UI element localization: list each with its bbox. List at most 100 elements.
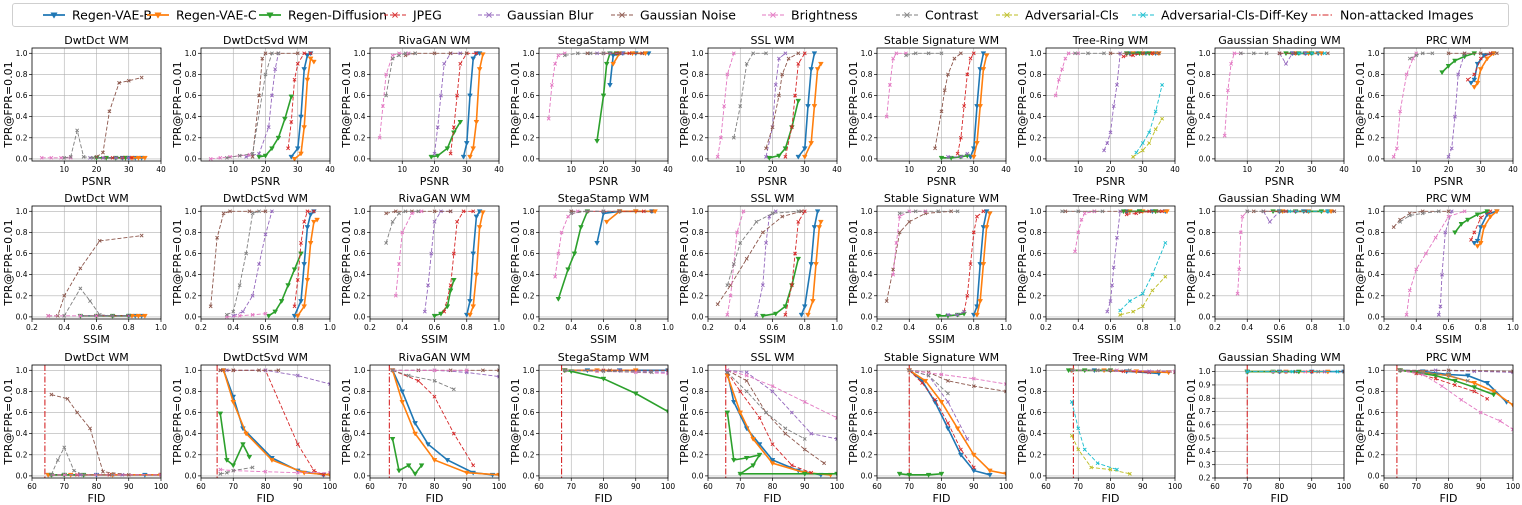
data-point [1076,209,1081,214]
data-point [1440,272,1444,277]
data-point [926,373,931,378]
data-point [295,470,300,475]
x-tick-label: 100 [830,482,845,491]
data-point [933,397,937,402]
series-line [226,369,330,385]
data-point [1325,51,1330,56]
data-point [1471,85,1478,90]
data-point [764,51,768,56]
data-point [802,51,807,56]
data-point [101,150,105,155]
data-point [1277,51,1282,56]
data-point [553,61,558,66]
data-point [304,225,311,231]
data-point [1494,51,1499,56]
data-point [59,155,63,160]
data-point [1095,461,1100,466]
data-point [68,155,73,160]
x-tick-label: 1.0 [1169,323,1181,332]
x-tick-label: 0.2 [702,323,714,332]
data-point [722,104,727,109]
x-tick-label: 30 [293,165,303,174]
x-tick-label: 70 [735,482,745,491]
data-point [262,153,269,159]
data-point [744,378,749,383]
x-axis-label: FID [1270,492,1288,505]
data-point [894,51,899,56]
y-tick-label: 0.6 [16,249,28,258]
data-point [555,297,562,302]
data-point [217,411,224,417]
data-point [780,214,785,219]
data-point [410,211,414,216]
y-tick-label: 0.6 [1368,249,1380,258]
data-point [1332,209,1337,214]
data-point [789,410,794,415]
series-line [219,413,251,467]
data-point [1494,209,1500,215]
data-point [439,93,443,98]
data-point [1147,369,1152,374]
x-axis-label: SSIM [1435,333,1462,346]
y-tick-label: 0.4 [1199,270,1211,279]
data-point [473,272,480,278]
data-point [946,312,950,317]
series-group [724,368,837,478]
data-point [569,211,574,216]
data-point [968,262,973,267]
data-point [1490,389,1497,395]
data-point [1488,51,1493,56]
x-tick-label: 90 [631,482,641,491]
data-point [1245,209,1250,214]
data-point [1436,209,1441,214]
data-point [461,209,466,214]
y-axis-label: TPR@FPR=0.01 [171,61,184,148]
x-axis-label: PSNR [251,175,281,188]
panel: 0.2 0.4 0.6 0.8 1.0 0.0 0.2 0.4 0.6 0.8 1.0 DwtDct … [2,192,167,346]
data-point [448,368,453,373]
data-point [270,93,274,98]
y-tick-label: 1.0 [16,366,28,375]
series-line [727,372,812,474]
series-line [886,52,906,117]
series-line [1393,53,1417,157]
data-point [652,209,658,215]
data-point [1127,299,1132,303]
x-tick-label: 30 [1307,165,1317,174]
data-point [731,51,736,56]
data-point [301,67,308,73]
data-point [126,78,131,83]
data-point [1462,51,1467,56]
data-point [442,61,447,66]
legend-marker [1140,12,1146,18]
data-point [278,299,285,304]
data-point [1484,381,1491,386]
y-tick-label: 1.0 [16,49,28,58]
data-point [1488,209,1493,214]
x-tick-label: 0.6 [260,323,272,332]
data-point [642,51,649,57]
data-point [1160,209,1165,214]
data-point [922,378,929,384]
panel-title: DwtDctSvd WM [223,351,308,364]
series-group [715,51,824,161]
series-line [1055,52,1079,96]
series-line [287,52,311,149]
data-point [257,93,261,98]
data-point [975,214,979,219]
data-point [1160,116,1165,121]
y-tick-label: 0.2 [1199,133,1211,142]
y-tick-label: 0.6 [185,91,197,100]
series-line [564,369,668,413]
data-point [1424,251,1428,256]
data-point [1474,244,1481,250]
y-tick-label: 0.2 [354,133,366,142]
y-tick-label: 1.0 [1368,49,1380,58]
x-tick-label: 10 [904,165,914,174]
data-point [403,209,408,214]
grid [538,206,669,319]
data-point [292,77,297,82]
y-tick-label: 0.0 [692,154,704,163]
data-point [451,130,457,136]
series-group [377,51,486,160]
